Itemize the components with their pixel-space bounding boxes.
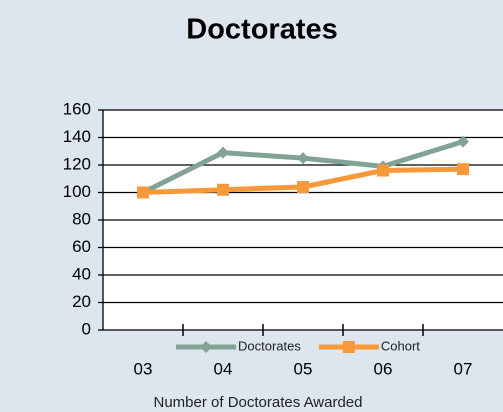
point	[457, 163, 469, 176]
y-tick-label: 60	[72, 237, 91, 256]
legend-label: Doctorates	[238, 338, 301, 353]
x-tick-label: 06	[374, 359, 393, 378]
point	[457, 135, 469, 148]
legend-label: Cohort	[381, 338, 420, 353]
point	[377, 164, 389, 177]
y-tick-label: 40	[72, 264, 91, 283]
point	[297, 181, 309, 193]
x-tick-label: 03	[134, 359, 153, 378]
x-tick-label: 07	[454, 359, 473, 378]
point	[342, 341, 355, 353]
y-tick-label: 120	[63, 154, 91, 173]
y-tick-label: 20	[72, 292, 91, 311]
point	[297, 152, 309, 165]
point	[137, 186, 149, 199]
x-tick-label: 04	[214, 359, 233, 378]
point	[217, 146, 229, 159]
x-tick-label: 05	[294, 359, 313, 378]
point	[217, 183, 229, 196]
point	[200, 341, 212, 353]
y-tick-label: 140	[63, 127, 91, 146]
y-tick-label: 80	[72, 209, 91, 228]
y-tick-label: 160	[63, 99, 91, 118]
y-tick-label: 100	[63, 182, 91, 201]
chart-title: Doctorates	[186, 14, 338, 46]
y-tick-label: 0	[82, 319, 91, 338]
x-axis-title: Number of Doctorates Awarded	[154, 394, 363, 411]
